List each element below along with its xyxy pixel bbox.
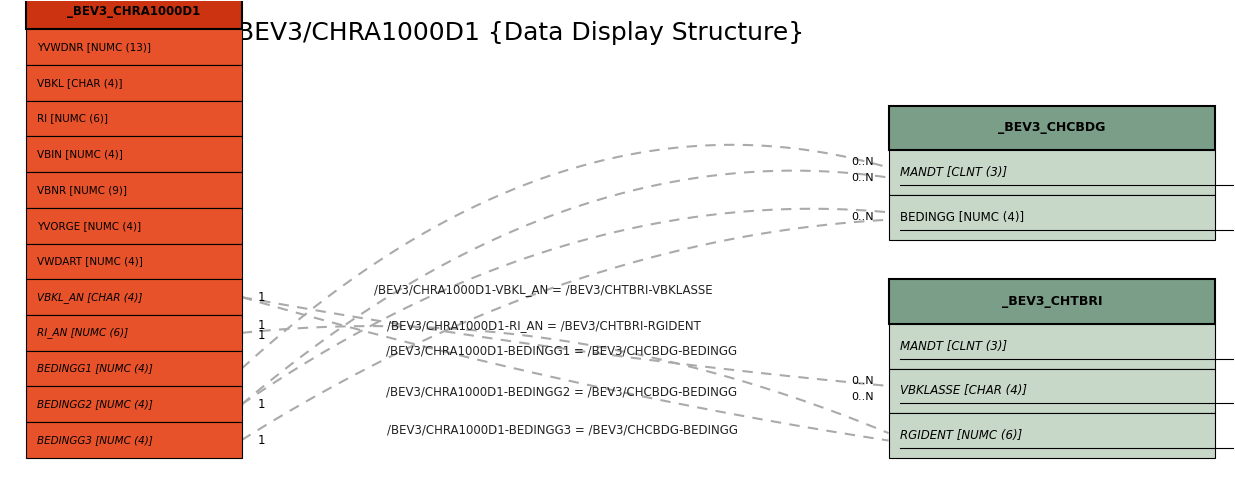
Text: 0..N: 0..N bbox=[851, 392, 874, 402]
FancyBboxPatch shape bbox=[26, 279, 242, 315]
FancyBboxPatch shape bbox=[26, 315, 242, 351]
FancyBboxPatch shape bbox=[26, 101, 242, 136]
Text: YVORGE [NUMC (4)]: YVORGE [NUMC (4)] bbox=[37, 221, 141, 231]
Text: BEDINGG [NUMC (4)]: BEDINGG [NUMC (4)] bbox=[899, 211, 1024, 224]
Text: 1: 1 bbox=[258, 434, 266, 447]
FancyBboxPatch shape bbox=[26, 422, 242, 458]
Text: BEDINGG3 [NUMC (4)]: BEDINGG3 [NUMC (4)] bbox=[37, 435, 153, 445]
FancyBboxPatch shape bbox=[889, 106, 1215, 150]
FancyBboxPatch shape bbox=[26, 65, 242, 101]
Text: 0..N: 0..N bbox=[851, 376, 874, 386]
FancyBboxPatch shape bbox=[26, 208, 242, 244]
Text: BEDINGG2 [NUMC (4)]: BEDINGG2 [NUMC (4)] bbox=[37, 399, 153, 409]
Text: VBIN [NUMC (4)]: VBIN [NUMC (4)] bbox=[37, 149, 124, 159]
FancyBboxPatch shape bbox=[26, 172, 242, 208]
FancyBboxPatch shape bbox=[889, 150, 1215, 195]
FancyBboxPatch shape bbox=[26, 386, 242, 422]
Text: VWDART [NUMC (4)]: VWDART [NUMC (4)] bbox=[37, 256, 143, 266]
Text: RI_AN [NUMC (6)]: RI_AN [NUMC (6)] bbox=[37, 327, 128, 338]
Text: _BEV3_CHRA1000D1: _BEV3_CHRA1000D1 bbox=[67, 5, 200, 18]
FancyBboxPatch shape bbox=[26, 29, 242, 65]
Text: _BEV3_CHTBRI: _BEV3_CHTBRI bbox=[1002, 295, 1102, 308]
Text: VBKL [CHAR (4)]: VBKL [CHAR (4)] bbox=[37, 78, 122, 88]
Text: /BEV3/CHRA1000D1-RI_AN = /BEV3/CHTBRI-RGIDENT: /BEV3/CHRA1000D1-RI_AN = /BEV3/CHTBRI-RG… bbox=[387, 319, 700, 332]
FancyBboxPatch shape bbox=[889, 413, 1215, 458]
Text: 0..N: 0..N bbox=[851, 212, 874, 222]
FancyBboxPatch shape bbox=[26, 244, 242, 279]
Text: /BEV3/CHRA1000D1-BEDINGG2 = /BEV3/CHCBDG-BEDINGG: /BEV3/CHRA1000D1-BEDINGG2 = /BEV3/CHCBDG… bbox=[387, 385, 737, 398]
Text: RGIDENT [NUMC (6)]: RGIDENT [NUMC (6)] bbox=[899, 429, 1021, 442]
Text: /BEV3/CHRA1000D1-BEDINGG1 = /BEV3/CHCBDG-BEDINGG: /BEV3/CHRA1000D1-BEDINGG1 = /BEV3/CHCBDG… bbox=[387, 345, 737, 358]
Text: MANDT [CLNT (3)]: MANDT [CLNT (3)] bbox=[899, 166, 1007, 179]
FancyBboxPatch shape bbox=[26, 0, 242, 29]
FancyBboxPatch shape bbox=[889, 369, 1215, 413]
Text: MANDT [CLNT (3)]: MANDT [CLNT (3)] bbox=[899, 340, 1007, 353]
Text: 1: 1 bbox=[258, 290, 266, 303]
Text: 1: 1 bbox=[258, 319, 266, 332]
FancyBboxPatch shape bbox=[26, 136, 242, 172]
Text: /BEV3/CHRA1000D1-BEDINGG3 = /BEV3/CHCBDG-BEDINGG: /BEV3/CHRA1000D1-BEDINGG3 = /BEV3/CHCBDG… bbox=[387, 424, 737, 437]
FancyBboxPatch shape bbox=[889, 324, 1215, 369]
Text: BEDINGG1 [NUMC (4)]: BEDINGG1 [NUMC (4)] bbox=[37, 364, 153, 374]
Text: VBKL_AN [CHAR (4)]: VBKL_AN [CHAR (4)] bbox=[37, 292, 142, 302]
FancyBboxPatch shape bbox=[889, 195, 1215, 240]
Text: YVWDNR [NUMC (13)]: YVWDNR [NUMC (13)] bbox=[37, 42, 151, 52]
FancyBboxPatch shape bbox=[889, 279, 1215, 324]
Text: RI [NUMC (6)]: RI [NUMC (6)] bbox=[37, 113, 109, 123]
Text: 0..N: 0..N bbox=[851, 173, 874, 183]
Text: 1: 1 bbox=[258, 398, 266, 411]
Text: /BEV3/CHRA1000D1-VBKL_AN = /BEV3/CHTBRI-VBKLASSE: /BEV3/CHRA1000D1-VBKL_AN = /BEV3/CHTBRI-… bbox=[374, 283, 713, 296]
Text: SAP ABAP table /BEV3/CHRA1000D1 {Data Display Structure}: SAP ABAP table /BEV3/CHRA1000D1 {Data Di… bbox=[26, 21, 804, 45]
Text: _BEV3_CHCBDG: _BEV3_CHCBDG bbox=[998, 121, 1105, 134]
Text: VBKLASSE [CHAR (4)]: VBKLASSE [CHAR (4)] bbox=[899, 384, 1026, 397]
Text: VBNR [NUMC (9)]: VBNR [NUMC (9)] bbox=[37, 185, 127, 195]
Text: 0..N: 0..N bbox=[851, 157, 874, 167]
FancyBboxPatch shape bbox=[26, 351, 242, 386]
Text: 1: 1 bbox=[258, 329, 266, 342]
